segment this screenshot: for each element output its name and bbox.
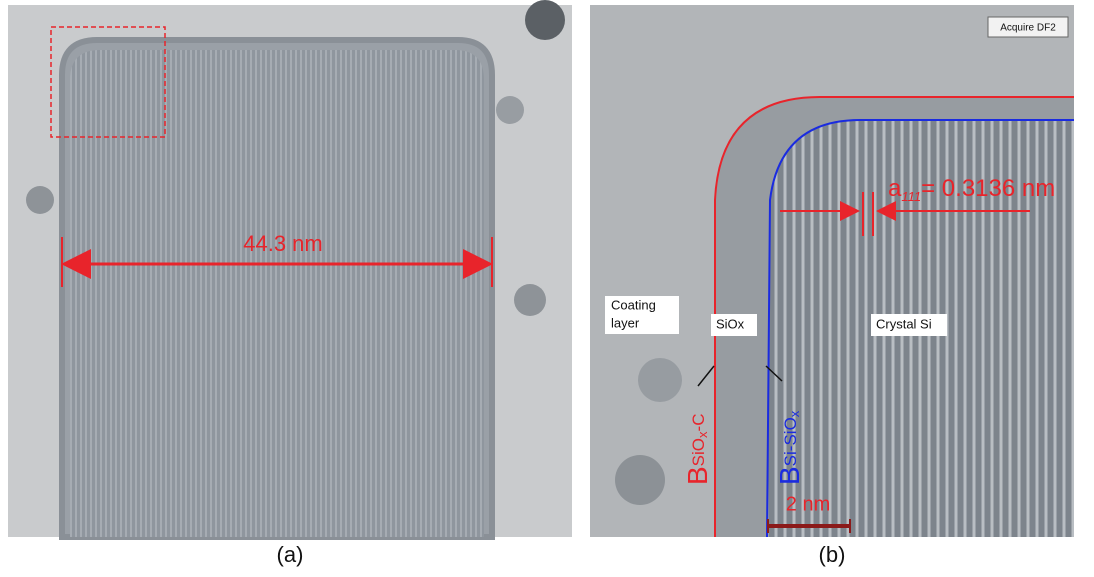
lattice-subscript: 111 [901,189,921,204]
particle [638,358,682,402]
panel-label: (a) [277,542,304,567]
panel-label: (b) [819,542,846,567]
lattice-value: = 0.3136 nm [921,175,1055,202]
particle [514,284,546,316]
label-subsub: x [787,410,802,417]
scale-bar-label: 2 nm [786,493,830,515]
measurement-label: 44.3 nm [243,231,323,256]
lattice [70,50,484,537]
figure: 44.3 nm (a) Acquire DF2 a111= 0.3136 nm … [0,0,1094,577]
region-label: layer [611,315,640,330]
page: 44.3 nm (a) Acquire DF2 a111= 0.3136 nm … [0,0,1094,577]
label-base: B [774,466,805,485]
particle [525,0,565,40]
particle [615,455,665,505]
particle [496,96,524,124]
particle [26,186,54,214]
label-sub: Si-SiO [781,417,800,466]
instrument-tag: Acquire DF2 [1000,23,1056,34]
label-tail: -C [689,414,708,432]
region-label: Coating [611,297,656,312]
label-sub: SiO [689,438,708,466]
lattice-symbol: a [888,175,902,202]
region-label: Crystal Si [876,316,932,331]
panel-b: Acquire DF2 a111= 0.3136 nm Coating laye… [590,5,1074,537]
panel-a: 44.3 nm [8,0,572,537]
label-base: B [682,466,713,485]
region-label: SiOx [716,316,745,331]
